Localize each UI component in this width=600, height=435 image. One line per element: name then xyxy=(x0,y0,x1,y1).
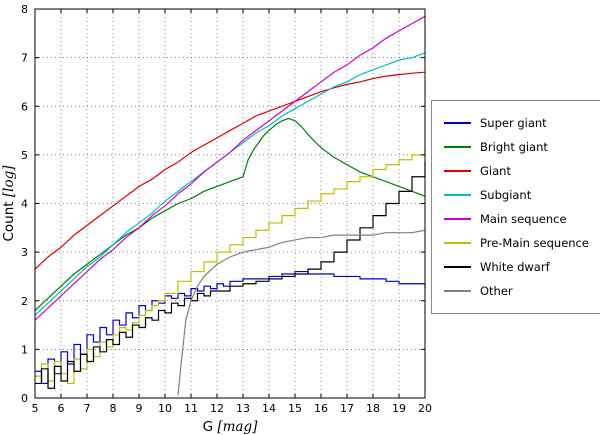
x-tick-label: 15 xyxy=(288,402,302,415)
legend-label: Subgiant xyxy=(480,188,532,202)
x-axis-label: G [mag] xyxy=(203,419,259,435)
series-line-other xyxy=(177,229,426,396)
legend-label: Super giant xyxy=(480,116,547,130)
legend-label: White dwarf xyxy=(480,260,550,274)
legend-swatch xyxy=(444,290,471,292)
x-tick-label: 19 xyxy=(392,402,406,415)
legend-label: Main sequence xyxy=(480,212,567,226)
x-tick-label: 18 xyxy=(366,402,380,415)
y-axis-label: Count [log] xyxy=(1,165,17,242)
x-tick-label: 16 xyxy=(314,402,328,415)
legend-box: Super giant Bright giant Giant Subgiant Main… xyxy=(431,100,600,314)
legend-item-white-dwarf: White dwarf xyxy=(444,255,589,279)
legend-label: Other xyxy=(480,284,513,298)
legend-item-giant: Giant xyxy=(444,159,589,183)
x-tick-label: 9 xyxy=(136,402,143,415)
y-tick-label: 0 xyxy=(21,392,28,405)
legend-swatch xyxy=(444,170,471,172)
series-line-subgiant xyxy=(34,52,426,316)
x-tick-label: 14 xyxy=(262,402,276,415)
legend-swatch xyxy=(444,194,471,196)
y-tick-label: 1 xyxy=(21,343,28,356)
legend-swatch xyxy=(444,242,471,244)
y-tick-label: 3 xyxy=(21,246,28,259)
legend-item-super-giant: Super giant xyxy=(444,111,589,135)
y-tick-label: 5 xyxy=(21,149,28,162)
y-tick-label: 8 xyxy=(21,3,28,16)
y-tick-label: 4 xyxy=(21,198,28,211)
legend-swatch xyxy=(444,146,471,148)
legend-item-subgiant: Subgiant xyxy=(444,183,589,207)
legend-swatch xyxy=(444,122,471,124)
x-tick-label: 10 xyxy=(158,402,172,415)
series-line-main-sequence xyxy=(34,15,426,321)
series-line-giant xyxy=(34,71,426,270)
x-tick-label: 12 xyxy=(210,402,224,415)
legend-swatch xyxy=(444,266,471,268)
legend-label: Giant xyxy=(480,164,511,178)
x-tick-label: 5 xyxy=(32,402,39,415)
x-tick-label: 8 xyxy=(110,402,117,415)
x-tick-label: 17 xyxy=(340,402,354,415)
series-line-white-dwarf xyxy=(35,162,426,389)
y-tick-label: 6 xyxy=(21,100,28,113)
legend-item-bright-giant: Bright giant xyxy=(444,135,589,159)
legend-swatch xyxy=(444,218,471,220)
legend-label: Bright giant xyxy=(480,140,548,154)
x-tick-label: 6 xyxy=(58,402,65,415)
legend-item-pre-main-sequence: Pre-Main sequence xyxy=(444,231,589,255)
legend-item-main-sequence: Main sequence xyxy=(444,207,589,231)
y-tick-label: 2 xyxy=(21,295,28,308)
x-tick-label: 11 xyxy=(184,402,198,415)
x-tick-label: 13 xyxy=(236,402,250,415)
y-tick-label: 7 xyxy=(21,52,28,65)
x-tick-label: 20 xyxy=(418,402,432,415)
legend-label: Pre-Main sequence xyxy=(480,236,589,250)
legend-item-other: Other xyxy=(444,279,589,303)
x-tick-label: 7 xyxy=(84,402,91,415)
